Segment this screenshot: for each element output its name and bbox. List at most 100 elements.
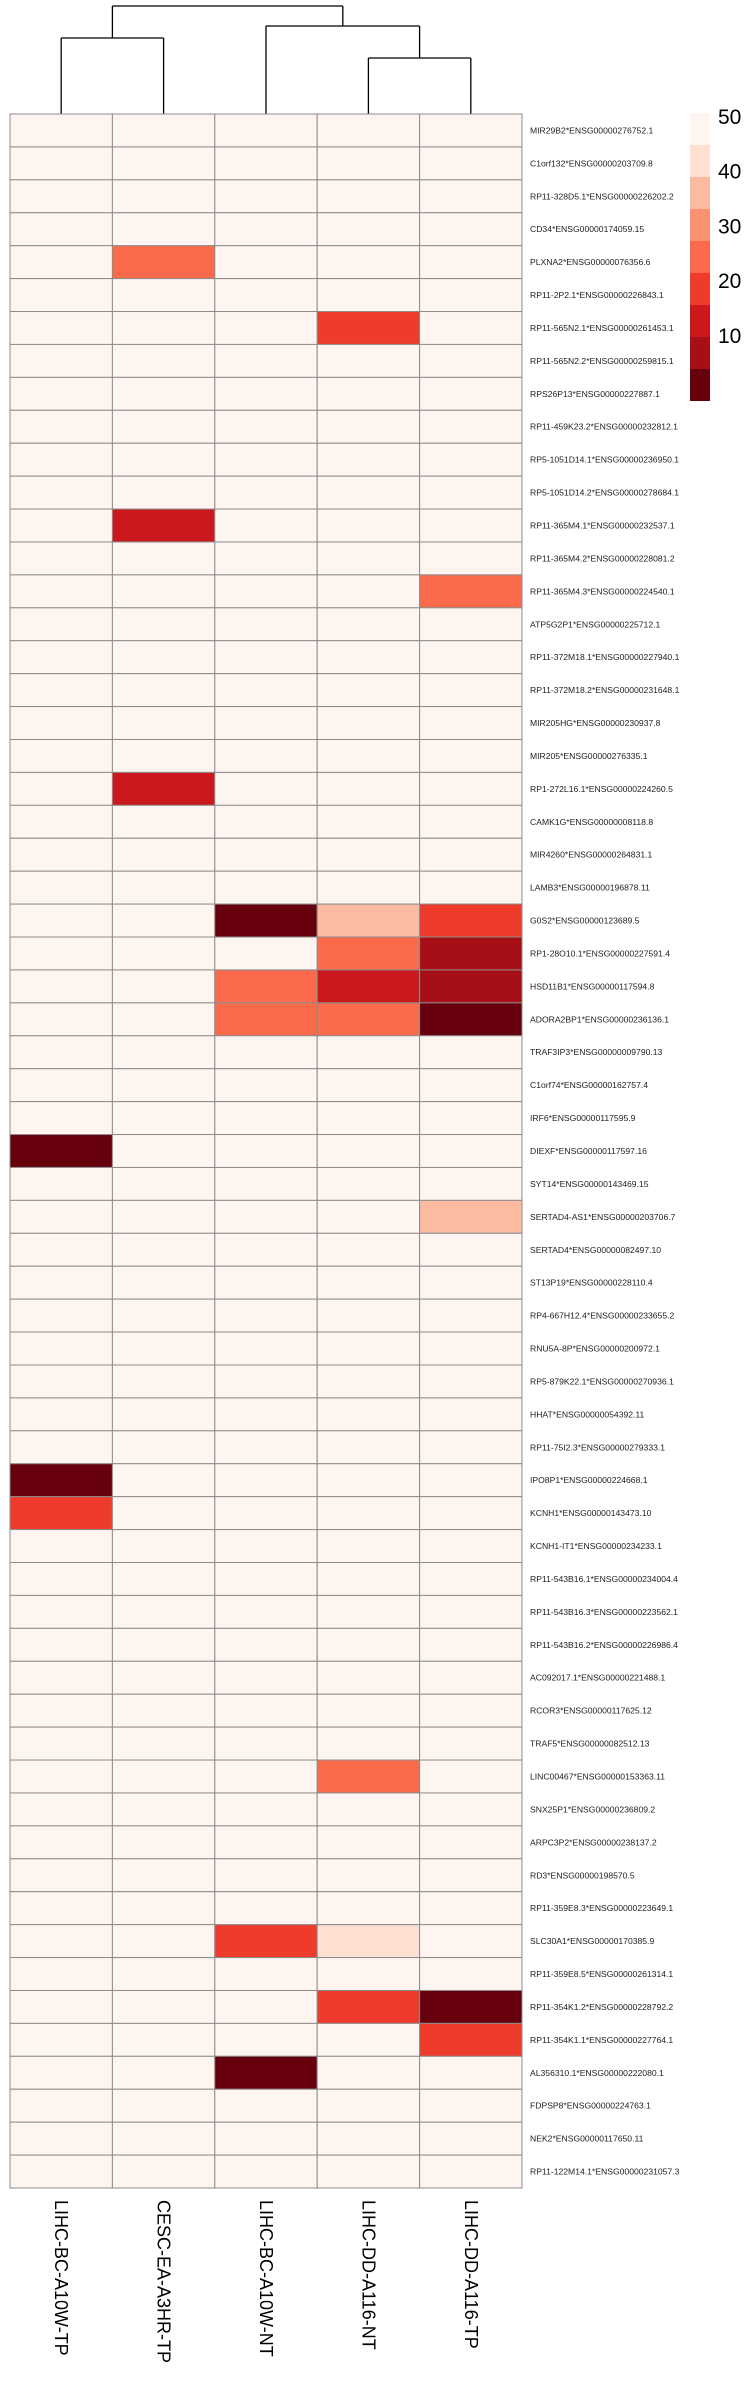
row-label: RP11-372M18.1*ENSG00000227940.1: [530, 652, 680, 662]
column-label: LIHC-DD-A116-NT: [358, 2200, 378, 2350]
row-label: SNX25P1*ENSG00000236809.2: [530, 1804, 655, 1814]
heatmap-cell: [419, 870, 523, 905]
heatmap-cell: [111, 278, 216, 313]
heatmap-cell: [419, 311, 523, 345]
heatmap-cell: [214, 212, 318, 247]
heatmap-cell: [9, 2154, 113, 2189]
heatmap-cell: [316, 508, 421, 543]
heatmap-cell: [214, 673, 318, 708]
heatmap-cell: [316, 1101, 421, 1136]
heatmap-cell: [316, 2088, 421, 2123]
heatmap-cell: [419, 1594, 523, 1629]
heatmap-cell: [316, 1825, 421, 1860]
heatmap-cell: [214, 1562, 318, 1596]
heatmap-cell: [111, 475, 216, 510]
heatmap-cell: [9, 574, 113, 609]
heatmap-cell: [9, 1166, 113, 1201]
heatmap-cell: [419, 1199, 523, 1234]
column-dendrogram: [60, 5, 472, 114]
heatmap-cell: [316, 771, 421, 806]
heatmap-cell: [316, 607, 421, 642]
row-label: MIR29B2*ENSG00000276752.1: [530, 125, 653, 135]
heatmap-cell: [9, 1068, 113, 1103]
heatmap-cell: [9, 1199, 113, 1234]
row-label: C1orf132*ENSG00000203709.8: [530, 158, 653, 168]
heatmap-cell: [316, 442, 421, 477]
heatmap-cell: [316, 1660, 421, 1695]
heatmap-cell: [9, 738, 113, 773]
heatmap-cell: [9, 343, 113, 378]
heatmap-cell: [9, 1957, 113, 1991]
heatmap-cell: [111, 1265, 216, 1300]
heatmap-cell: [111, 2154, 216, 2189]
heatmap-cell: [111, 903, 216, 938]
legend-swatch: [690, 337, 710, 369]
heatmap-cell: [316, 1726, 421, 1761]
heatmap-cell: [214, 113, 318, 148]
heatmap-cell: [214, 1397, 318, 1432]
heatmap-cell: [419, 442, 523, 477]
row-label: RP11-2P2.1*ENSG00000226843.1: [530, 290, 664, 300]
heatmap-cell: [419, 738, 523, 773]
heatmap-cell: [214, 1166, 318, 1201]
heatmap-cell: [9, 706, 113, 740]
heatmap-cell: [214, 2154, 318, 2189]
heatmap-cell: [111, 1825, 216, 1860]
heatmap-cell: [9, 1594, 113, 1629]
heatmap-cell: [316, 1759, 421, 1794]
heatmap-cell: [419, 607, 523, 642]
heatmap-cell: [111, 1660, 216, 1695]
legend-swatch: [690, 305, 710, 337]
row-label: RP11-565N2.1*ENSG00000261453.1: [530, 323, 674, 333]
heatmap-cell: [419, 1529, 523, 1564]
heatmap-cell: [419, 1957, 523, 1991]
heatmap-cell: [111, 1463, 216, 1498]
heatmap-cell: [9, 1364, 113, 1399]
heatmap-cell: [316, 1891, 421, 1926]
row-label: NEK2*ENSG00000117650.11: [530, 2134, 644, 2144]
heatmap-cell: [316, 1397, 421, 1432]
heatmap-cell: [9, 607, 113, 642]
row-label: DIEXF*ENSG00000117597.16: [530, 1146, 647, 1156]
heatmap-cell: [214, 343, 318, 378]
heatmap-cell: [111, 442, 216, 477]
heatmap-cell: [111, 1594, 216, 1629]
heatmap-cell: [9, 311, 113, 345]
heatmap-cell: [316, 2154, 421, 2189]
heatmap-cell: [316, 574, 421, 609]
heatmap-cell: [316, 1265, 421, 1300]
heatmap-cell: [9, 870, 113, 905]
heatmap-cell: [9, 771, 113, 806]
row-label: TRAF5*ENSG00000082512.13: [530, 1739, 650, 1749]
row-label: RP11-543B16.2*ENSG00000226986.4: [530, 1640, 678, 1650]
heatmap-cell: [316, 1298, 421, 1333]
heatmap-cell: [214, 1068, 318, 1103]
heatmap-cell: [316, 1199, 421, 1234]
heatmap-cell: [419, 1924, 523, 1959]
heatmap-cell: [214, 1594, 318, 1629]
row-label: RP5-879K22.1*ENSG00000270936.1: [530, 1376, 674, 1386]
heatmap-cell: [214, 1199, 318, 1234]
heatmap-cell: [9, 1265, 113, 1300]
heatmap-cell: [214, 771, 318, 806]
heatmap-cell: [419, 1627, 523, 1662]
heatmap-cell: [9, 278, 113, 313]
row-label: RP11-354K1.1*ENSG00000227764.1: [530, 2035, 673, 2045]
heatmap-cell: [9, 1529, 113, 1564]
heatmap-cell: [419, 475, 523, 510]
heatmap-cell: [111, 706, 216, 740]
heatmap-cell: [111, 212, 216, 247]
heatmap-cell: [214, 804, 318, 839]
heatmap-cell: [316, 278, 421, 313]
heatmap-cell: [419, 673, 523, 708]
heatmap-cell: [9, 1232, 113, 1267]
heatmap-cell: [214, 1496, 318, 1531]
heatmap-cell: [9, 1002, 113, 1037]
heatmap-cell: [419, 1792, 523, 1827]
heatmap-cell: [316, 311, 421, 345]
heatmap-cell: [316, 1957, 421, 1991]
heatmap-cell: [419, 1858, 523, 1893]
row-label: RP11-543B16.1*ENSG00000234004.4: [530, 1574, 678, 1584]
heatmap-cell: [316, 903, 421, 938]
legend-tick-label: 10: [718, 325, 741, 348]
